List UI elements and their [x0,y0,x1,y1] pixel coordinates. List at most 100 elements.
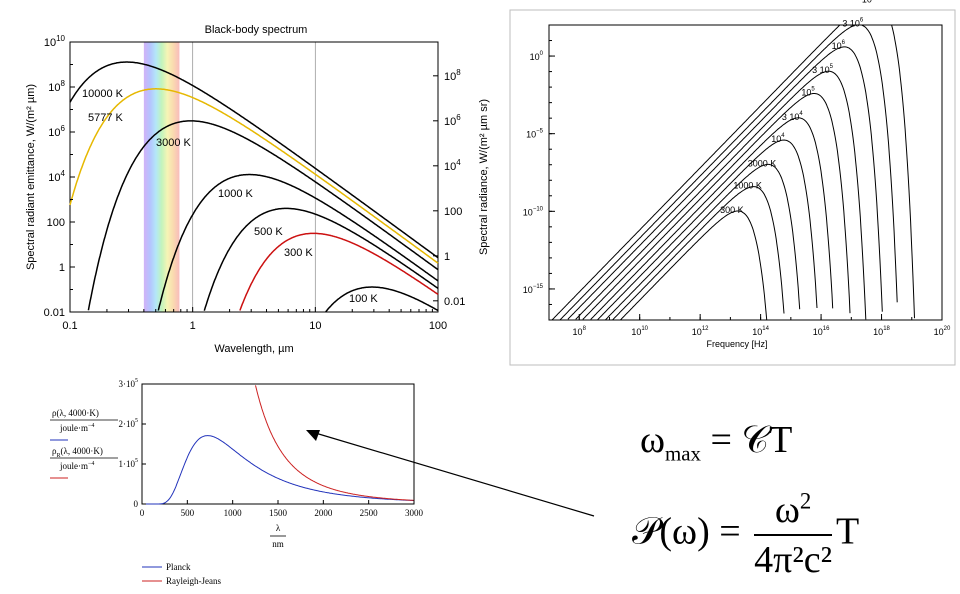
chart-blackbody-frequency: 300 K 1000 K 3000 K 104 3 104 105 3 105 106 3 10… [509,0,956,366]
chart2-series-line [620,210,768,321]
chart2-series-label: 3 106 [842,18,864,29]
formula-max-sub: max [665,441,701,466]
chart1-x-tick-label: 10 [309,320,321,332]
chart3-ylabel-planck-bottom: joule·m−4 [59,423,94,433]
formula-fraction: ω2 4π²c² [754,488,832,582]
chart1-y-tick-label: 108 [48,79,65,94]
formula-eq2-lhs: 𝒫(ω) = [632,510,741,553]
chart1-series-line [203,207,439,311]
chart1-x-axis-label: Wavelength, µm [214,343,293,355]
chart2-y-tick-label: 10−15 [523,284,544,295]
chart3-y-tick-label: 2·105 [119,418,139,429]
chart2-series-line [605,163,801,321]
chart1-y-tick-label: 106 [48,124,65,139]
chart1-series-line [325,286,439,313]
chart2-series-label: 105 [801,86,815,97]
annotation-arrow-line [311,431,595,517]
chart2-x-tick-label: 1014 [752,326,769,337]
chart2-series-label: 3 105 [812,64,834,75]
chart3-y-tick-label: 3·105 [119,378,139,389]
chart1-series-label: 500 K [254,226,283,238]
chart3-x-tick-label: 2000 [314,508,333,518]
chart1-y2-tick-label: 104 [444,158,461,173]
chart3-ylabel-planck-top: ρ(λ, 4000·K) [52,408,99,418]
chart2-series-line [559,24,898,321]
formula-eq2-tail: T [836,510,860,553]
chart2-x-tick-label: 1018 [873,326,890,337]
chart2-plot-frame [548,24,943,321]
chart1-x-tick-label: 1 [190,320,196,332]
chart1-y-tick-label: 100 [47,217,65,229]
chart2-series-line [597,139,818,320]
chart2-y-tick-label: 10−10 [523,206,544,217]
legend-rj-label: Rayleigh-Jeans [166,576,221,586]
chart3-x-tick-label: 1000 [224,508,243,518]
chart1-series-line [87,120,439,311]
chart1-y2-tick-label: 1 [444,251,450,263]
chart3-xlabel-bottom: nm [272,539,284,549]
chart3-series [142,385,414,505]
chart1-x-tick-label: 0.1 [62,320,77,332]
chart1-series-label: 100 K [349,293,378,305]
chart2-y-tick-label: 10−5 [526,129,544,140]
chart2-x-tick-label: 1020 [934,326,951,337]
chart3-planck-line [142,435,414,505]
chart2-x-tick-label: 1012 [692,326,709,337]
chart3-x-tick-label: 1500 [269,508,288,518]
chart3-plot-frame [141,383,415,505]
chart1-series-label: 5777 K [88,112,124,124]
chart1-y2-tick-label: 100 [444,206,462,218]
formula-rayleigh-jeans: 𝒫(ω) = ω2 4π²c² T [632,488,859,582]
annotation-arrow-head [306,430,320,441]
chart1-y-tick-label: 0.01 [44,307,65,319]
chart2-series-label: 107 [862,0,876,4]
chart1-y-tick-label: 1 [59,262,65,274]
chart2-x-tick-label: 1016 [813,326,830,337]
formula-omega: ω [640,419,666,461]
chart1-series-line [157,173,439,311]
chart2-x-axis-label: Frequency [Hz] [706,339,767,349]
chart2-series-line [551,24,915,321]
chart1-y2-axis-label: Spectral radiance, W/(m² µm sr) [478,99,490,255]
chart1-y2-tick-label: 0.01 [444,296,465,308]
chart1-gridlines [192,42,316,312]
chart3-x-tick-label: 500 [181,508,195,518]
formula-numerator: ω2 [754,488,832,536]
chart2-y-tick-label: 100 [530,51,544,62]
chart1-series-line [69,61,439,259]
chart1-series-line [69,88,439,264]
chart3-y-tick-label: 1·105 [119,458,139,469]
formula-denominator: 4π²c² [754,539,832,581]
chart2-series-label: 1000 K [733,181,762,191]
chart1-y-axis-label: Spectral radiant emittance, W/(m² µm) [25,84,37,270]
chart2-series-label: 3000 K [748,158,777,168]
chart2-series-line [590,117,834,320]
chart2-series-label: 3 104 [782,111,804,122]
chart2-axes: 108 1010 1012 1014 1016 1018 1020 100 10−5 10−10 1… [523,24,951,337]
chart1-series-label: 1000 K [218,188,254,200]
formula-wien-law: ωmax = 𝒞T [640,418,792,467]
chart3-y-tick-label: 0 [134,499,139,509]
chart3-rayleigh-jeans-line [255,385,414,501]
chart2-series: 300 K 1000 K 3000 K 104 3 104 105 3 105 106 3 10… [551,0,915,321]
chart1-y2-tick-label: 108 [444,68,461,83]
chart2-series-line [575,70,867,320]
chart1-y-tick-label: 104 [48,169,65,184]
chart2-series-line [567,46,883,320]
chart1-x-tick-label: 100 [429,320,447,332]
chart2-outer-frame [509,9,956,366]
chart2-x-tick-label: 108 [573,326,587,337]
chart1-y-tick-label: 1010 [44,34,66,49]
chart-planck-vs-rayleigh-jeans: 0 500 1000 1500 2000 2500 3000 0 1·105 2·105 3·105… [50,378,424,586]
chart1-series-label: 10000 K [82,88,124,100]
chart3-x-tick-label: 3000 [405,508,424,518]
chart2-series-label: 106 [832,40,846,51]
chart1-series-label: 300 K [284,247,313,259]
chart2-x-tick-label: 1010 [631,326,648,337]
chart3-ylabel-rj-bottom: joule·m−4 [59,461,94,471]
visible-spectrum-band [143,42,180,312]
chart2-series-label: 300 K [720,205,744,215]
